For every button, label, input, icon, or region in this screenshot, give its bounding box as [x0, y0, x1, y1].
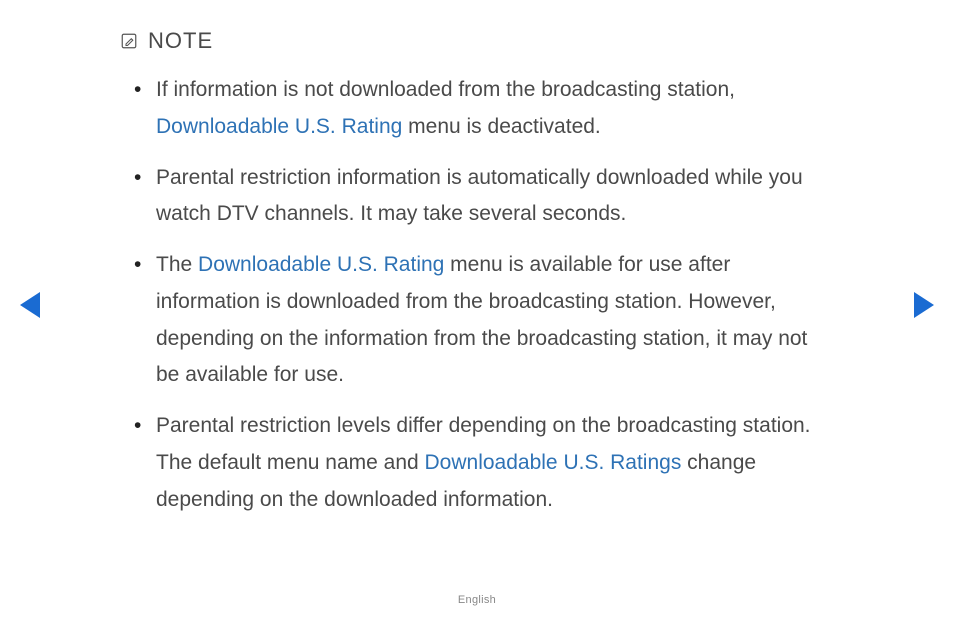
text-segment: The	[156, 253, 198, 276]
list-item: Parental restriction levels differ depen…	[156, 408, 834, 518]
text-segment: If information is not downloaded from th…	[156, 78, 735, 101]
text-segment: Parental restriction information is auto…	[156, 166, 803, 226]
footer-language: English	[0, 594, 954, 606]
note-pencil-icon	[120, 32, 138, 50]
bullet-list: If information is not downloaded from th…	[120, 72, 834, 518]
prev-page-arrow[interactable]	[20, 292, 40, 318]
list-item: The Downloadable U.S. Rating menu is ava…	[156, 247, 834, 394]
highlight-term: Downloadable U.S. Ratings	[425, 451, 682, 474]
highlight-term: Downloadable U.S. Rating	[198, 253, 444, 276]
page-content: NOTE If information is not downloaded fr…	[0, 0, 954, 518]
note-header: NOTE	[120, 28, 834, 54]
list-item: If information is not downloaded from th…	[156, 72, 834, 146]
highlight-term: Downloadable U.S. Rating	[156, 115, 402, 138]
next-page-arrow[interactable]	[914, 292, 934, 318]
list-item: Parental restriction information is auto…	[156, 160, 834, 234]
text-segment: menu is deactivated.	[402, 115, 600, 138]
note-label: NOTE	[148, 28, 213, 54]
